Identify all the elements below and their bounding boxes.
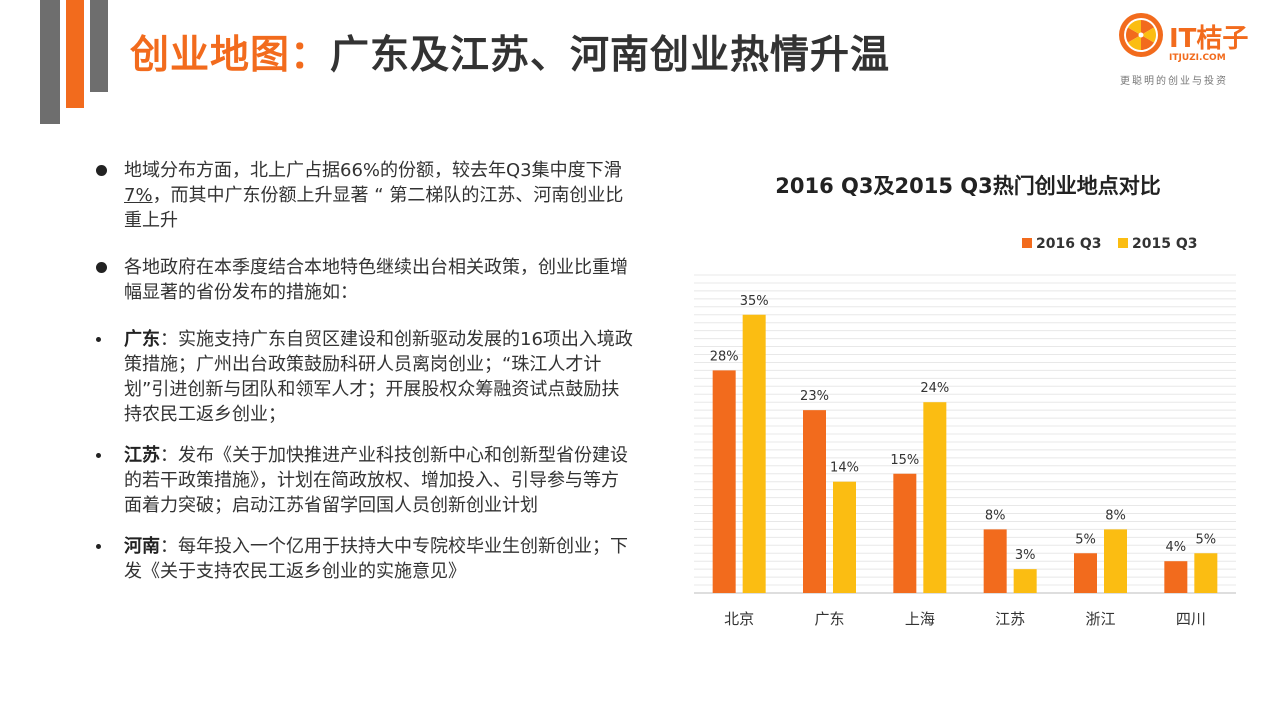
policy-region: 河南 [124, 536, 160, 557]
bar-chart: 北京 28% 35% 广东 23% 14% 上海 15% 24% 江苏 8% 3% 浙江 5% 8% 四川 4%… [694, 236, 1236, 628]
x-tick-label: 四川 [1176, 610, 1206, 628]
data-label: 24% [920, 381, 949, 396]
brand-logo: IT桔子 ITJUZI.COM 更聪明的创业与投资 [1118, 12, 1258, 90]
decor-bar-orange [66, 0, 84, 108]
small-bullet-icon [96, 453, 101, 458]
data-label: 8% [1105, 508, 1126, 523]
data-label: 5% [1196, 532, 1217, 547]
legend-label: 2015 Q3 [1132, 236, 1197, 252]
legend-swatch [1022, 238, 1032, 248]
decor-bar-gray-1 [40, 0, 60, 124]
data-label: 14% [830, 461, 859, 476]
bullet-dot-icon [96, 165, 107, 176]
bar-2015-q3 [1194, 553, 1218, 593]
logo-domain: ITJUZI.COM [1169, 53, 1226, 63]
decor-bar-gray-2 [90, 0, 108, 92]
data-label: 23% [800, 389, 829, 404]
x-tick-label: 北京 [724, 610, 754, 628]
p1-after: ，而其中广东份额上升显著 “ 第二梯队的江苏、河南创业比重上升 [124, 185, 624, 231]
bullet-dot-icon [96, 262, 107, 273]
logo-slogan: 更聪明的创业与投资 [1120, 76, 1228, 87]
data-label: 5% [1075, 532, 1096, 547]
orange-slice-icon [1119, 13, 1163, 57]
bar-2015-q3 [923, 402, 947, 593]
data-label: 28% [710, 349, 739, 364]
policy-text: ：实施支持广东自贸区建设和创新驱动发展的16项出入境政策措施；广州出台政策鼓励科… [124, 329, 633, 425]
bar-2016-q3 [803, 410, 826, 593]
bar-2016-q3 [983, 529, 1007, 593]
x-tick-label: 浙江 [1085, 610, 1115, 628]
legend-label: 2016 Q3 [1036, 236, 1101, 252]
policy-region: 江苏 [124, 445, 160, 466]
policy-item-henan: 河南：每年投入一个亿用于扶持大中专院校毕业生创新创业；下发《关于支持农民工返乡创… [90, 534, 635, 584]
small-bullet-icon [96, 337, 101, 342]
policy-text: ：每年投入一个亿用于扶持大中专院校毕业生创新创业；下发《关于支持农民工返乡创业的… [124, 536, 628, 582]
policy-text: ：发布《关于加快推进产业科技创新中心和创新型省份建设的若干政策措施》，计划在简政… [124, 445, 628, 516]
bar-2015-q3 [833, 481, 856, 593]
bullet-paragraph-1: 地域分布方面，北上广占据66%的份额，较去年Q3集中度下滑 7%，而其中广东份额上… [90, 158, 635, 233]
bullet-paragraph-2: 各地政府在本季度结合本地特色继续出台相关政策，创业比重增幅显著的省份发布的措施如… [90, 255, 635, 305]
p1-before: 地域分布方面，北上广占据66%的份额，较去年Q3集中度下滑 [124, 160, 622, 181]
bar-2016-q3 [1074, 553, 1097, 593]
page-title-accent: 创业地图： [130, 33, 331, 78]
policy-item-guangdong: 广东：实施支持广东自贸区建设和创新驱动发展的16项出入境政策措施；广州出台政策鼓… [90, 327, 635, 427]
small-bullet-icon [96, 544, 101, 549]
bar-2016-q3 [1164, 561, 1188, 593]
data-label: 3% [1015, 548, 1036, 563]
p2-text: 各地政府在本季度结合本地特色继续出台相关政策，创业比重增幅显著的省份发布的措施如… [124, 257, 628, 303]
x-tick-label: 上海 [905, 610, 935, 628]
bar-2015-q3 [1104, 529, 1127, 593]
data-label: 35% [740, 294, 769, 309]
data-label: 4% [1166, 540, 1187, 555]
data-label: 15% [890, 453, 919, 468]
page-title: 创业地图：广东及江苏、河南创业热情升温 [130, 26, 890, 86]
policy-region: 广东 [124, 329, 160, 350]
bar-2015-q3 [742, 314, 766, 593]
legend-swatch [1118, 238, 1128, 248]
page-title-main: 广东及江苏、河南创业热情升温 [330, 33, 891, 78]
bar-2016-q3 [712, 370, 736, 593]
x-tick-label: 江苏 [995, 610, 1025, 628]
data-label: 8% [985, 508, 1006, 523]
left-text-block: 地域分布方面，北上广占据66%的份额，较去年Q3集中度下滑 7%，而其中广东份额上… [90, 158, 635, 600]
p1-highlight: 7% [124, 185, 153, 206]
x-tick-label: 广东 [814, 610, 844, 628]
policy-item-jiangsu: 江苏：发布《关于加快推进产业科技创新中心和创新型省份建设的若干政策措施》，计划在… [90, 443, 635, 518]
chart-title: 2016 Q3及2015 Q3热门创业地点对比 [775, 174, 1161, 198]
bar-2016-q3 [893, 473, 917, 593]
logo-name: IT桔子 [1169, 24, 1249, 54]
bar-2015-q3 [1013, 569, 1037, 593]
